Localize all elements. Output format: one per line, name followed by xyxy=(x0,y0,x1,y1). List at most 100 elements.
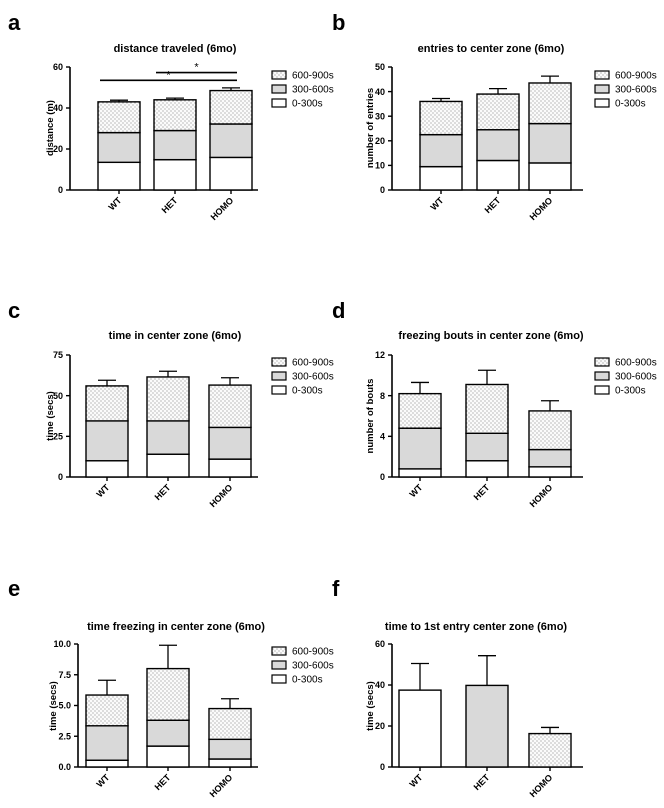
x-tick-label: HOMO xyxy=(209,195,236,222)
chart-title: freezing bouts in center zone (6mo) xyxy=(398,330,584,342)
bar-segment-300-600s xyxy=(419,133,463,168)
y-tick-label: 40 xyxy=(53,103,63,113)
legend-label: 600-900s xyxy=(292,71,334,82)
bar-segment-300-600s xyxy=(153,129,197,161)
legend-label: 600-900s xyxy=(615,71,657,82)
legend-label: 600-900s xyxy=(292,647,334,658)
panel-d: d freezing bouts in center zone (6mo) numb… xyxy=(332,298,657,509)
legend-label: 0-300s xyxy=(615,386,646,397)
x-tick-label: HET xyxy=(153,482,173,502)
bar-segment-300-600s xyxy=(85,725,129,761)
y-tick-label: 30 xyxy=(375,111,385,121)
y-tick-label: 10.0 xyxy=(53,639,71,649)
panel-letter: c xyxy=(8,298,20,323)
x-tick-label: HOMO xyxy=(528,772,555,799)
bar-segment-600-900s xyxy=(146,667,190,721)
x-tick-label: WT xyxy=(106,195,123,212)
legend-label: 600-900s xyxy=(292,358,334,369)
y-tick-label: 4 xyxy=(380,432,385,442)
y-tick-label: 75 xyxy=(53,350,63,360)
bar-segment-300-600s xyxy=(528,448,572,468)
y-tick-label: 50 xyxy=(53,391,63,401)
bar-segment-300-600s xyxy=(85,420,129,462)
legend-label: 0-300s xyxy=(292,99,323,110)
y-axis-label: time (secs) xyxy=(48,681,59,731)
x-tick-label: WT xyxy=(94,482,111,499)
bar-segment-300-600s xyxy=(208,426,252,460)
chart-title: time freezing in center zone (6mo) xyxy=(87,621,265,633)
x-tick-label: WT xyxy=(94,772,111,789)
panel-letter: e xyxy=(8,576,20,601)
legend-swatch xyxy=(271,84,287,94)
x-tick-label: HOMO xyxy=(208,482,235,509)
legend-swatch xyxy=(594,70,610,80)
bar-segment-600-900s xyxy=(528,82,572,125)
bar-segment-0-300s xyxy=(465,460,509,478)
chart-title: entries to center zone (6mo) xyxy=(418,43,565,55)
x-tick-label: WT xyxy=(407,482,424,499)
y-tick-label: 40 xyxy=(375,680,385,690)
legend-swatch xyxy=(594,98,610,108)
legend-label: 0-300s xyxy=(292,675,323,686)
panel-letter: a xyxy=(8,10,21,35)
bar-segment-600-900s xyxy=(208,384,252,429)
legend-swatch xyxy=(271,385,287,395)
bar-segment-300-600s xyxy=(528,122,572,164)
significance-star: * xyxy=(166,69,171,81)
bar-segment-600-900s xyxy=(465,383,509,434)
bar-segment-600-900s xyxy=(528,410,572,451)
bar-segment-0-300s xyxy=(153,158,197,191)
bar-segment-600-900s xyxy=(153,99,197,132)
x-tick-label: HOMO xyxy=(208,772,235,799)
legend-swatch xyxy=(271,98,287,108)
bar-segment-300-600s xyxy=(209,123,253,159)
bar-segment-0-300s xyxy=(528,162,572,191)
bar-segment-300-600s xyxy=(398,427,442,470)
y-tick-label: 25 xyxy=(53,432,63,442)
bar-segment-0-300s xyxy=(476,159,520,191)
bar-segment-600-900s xyxy=(419,100,463,136)
legend-label: 300-600s xyxy=(292,661,334,672)
bar-HET xyxy=(465,684,509,768)
legend-swatch xyxy=(594,371,610,381)
bar-segment-300-600s xyxy=(146,420,190,455)
panel-e: e time freezing in center zone (6mo) time … xyxy=(8,576,334,799)
bar-segment-600-900s xyxy=(398,392,442,429)
legend-swatch xyxy=(594,357,610,367)
legend-label: 300-600s xyxy=(615,372,657,383)
y-tick-label: 0 xyxy=(380,472,385,482)
y-tick-label: 20 xyxy=(53,144,63,154)
y-tick-label: 0 xyxy=(380,762,385,772)
bar-segment-0-300s xyxy=(85,460,129,478)
x-tick-label: HET xyxy=(483,195,503,215)
y-tick-label: 10 xyxy=(375,161,385,171)
y-tick-label: 0 xyxy=(380,185,385,195)
y-tick-label: 7.5 xyxy=(58,670,71,680)
legend-swatch xyxy=(271,646,287,656)
y-tick-label: 40 xyxy=(375,87,385,97)
panel-letter: f xyxy=(332,576,340,601)
x-tick-label: HET xyxy=(472,772,492,792)
bar-HOMO xyxy=(528,732,572,768)
x-tick-label: HET xyxy=(472,482,492,502)
bar-segment-600-900s xyxy=(146,376,190,422)
y-tick-label: 20 xyxy=(375,136,385,146)
y-axis-label: number of bouts xyxy=(365,379,376,454)
y-tick-label: 20 xyxy=(375,721,385,731)
legend-label: 0-300s xyxy=(292,386,323,397)
chart-title: distance traveled (6mo) xyxy=(114,43,237,55)
legend-swatch xyxy=(594,84,610,94)
y-tick-label: 5.0 xyxy=(58,701,71,711)
x-tick-label: HOMO xyxy=(528,482,555,509)
x-tick-label: HOMO xyxy=(528,195,555,222)
y-tick-label: 8 xyxy=(380,391,385,401)
bar-segment-0-300s xyxy=(419,165,463,191)
panel-letter: d xyxy=(332,298,345,323)
x-tick-label: HET xyxy=(153,772,173,792)
panel-letter: b xyxy=(332,10,345,35)
bar-segment-0-300s xyxy=(85,759,129,768)
legend-swatch xyxy=(271,371,287,381)
panel-f: f time to 1st entry center zone (6mo) time… xyxy=(332,576,583,799)
legend-label: 600-900s xyxy=(615,358,657,369)
y-tick-label: 2.5 xyxy=(58,731,71,741)
